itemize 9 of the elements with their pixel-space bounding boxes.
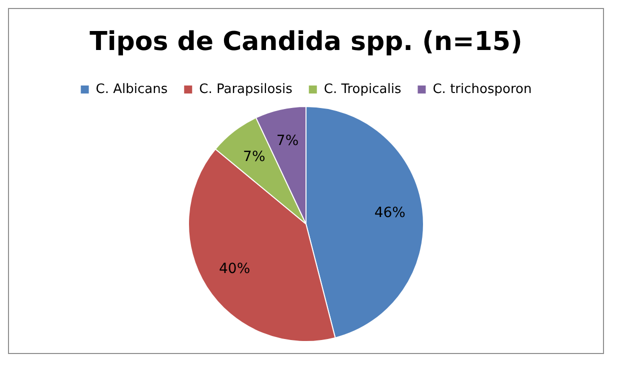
- data-label: 40%: [219, 260, 250, 277]
- data-label: 7%: [243, 148, 266, 165]
- data-label: 46%: [374, 205, 406, 222]
- data-label: 7%: [276, 133, 299, 150]
- legend-label: C. Albicans: [96, 82, 168, 97]
- chart-title: Tipos de Candida spp. (n=15): [88, 26, 524, 59]
- legend-label: C. Parapsilosis: [199, 82, 293, 97]
- legend-label: C. Tropicalis: [324, 82, 402, 97]
- legend-label: C. trichosporon: [432, 82, 532, 97]
